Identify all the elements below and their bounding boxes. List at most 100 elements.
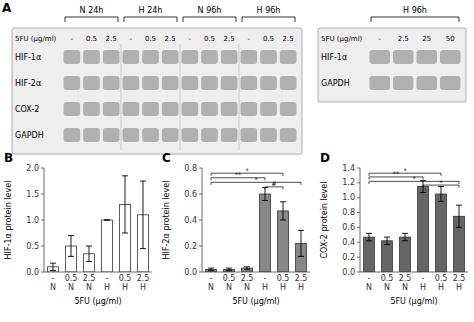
bar — [400, 237, 411, 272]
y-tick-label: 1.0 — [26, 216, 39, 225]
concentration-title: 5FU (μg/ml) — [15, 35, 57, 43]
blot-band — [123, 50, 140, 64]
x-tick-label: - — [52, 274, 55, 283]
y-tick-label: 0.8 — [342, 208, 355, 217]
blot-band — [142, 102, 159, 116]
blot-band — [241, 50, 258, 64]
x-tick-label: N — [402, 283, 408, 292]
group-label: N 24h — [80, 6, 104, 15]
blot-band — [417, 76, 438, 90]
x-tick-label: H — [298, 283, 304, 292]
y-tick-label: 2.0 — [26, 164, 39, 173]
blot-band — [221, 102, 238, 116]
blot-band — [280, 50, 297, 64]
blot-band — [182, 102, 199, 116]
blot-band — [182, 50, 199, 64]
blot-band — [83, 50, 100, 64]
x-tick-label: - — [210, 274, 213, 283]
significance-label: * — [254, 176, 258, 184]
x-tick-label: H — [438, 283, 444, 292]
x-axis — [44, 272, 152, 273]
blot-band — [280, 76, 297, 90]
group-bracket — [124, 17, 177, 22]
x-tick-label: N — [68, 283, 74, 292]
y-tick — [41, 168, 44, 169]
y-tick — [41, 194, 44, 195]
concentration-title: 5FU (μg/ml) — [321, 35, 363, 43]
y-axis-label: HIF-1α protein level — [4, 181, 13, 260]
group-label: H 96h — [257, 6, 281, 15]
bar-panel: B0.00.51.01.52.0HIF-1α protein level-N0.… — [4, 151, 152, 306]
blot-background — [318, 28, 466, 102]
blot-band — [393, 76, 414, 90]
x-axis-label: 5FU (μg/ml) — [74, 297, 121, 306]
plot-area — [48, 176, 149, 272]
y-tick — [357, 227, 360, 228]
blot-band — [260, 102, 277, 116]
row-label: HIF-2α — [15, 79, 41, 88]
blot-band — [162, 50, 179, 64]
y-tick — [199, 168, 202, 169]
blot-band — [241, 102, 258, 116]
blot-band — [162, 76, 179, 90]
y-tick — [357, 272, 360, 273]
x-tick-label: H — [420, 283, 426, 292]
y-tick — [41, 272, 44, 273]
error-bar — [226, 268, 232, 271]
y-tick — [357, 242, 360, 243]
bar — [364, 237, 375, 272]
blot-band — [201, 102, 218, 116]
x-tick-label: - — [106, 274, 109, 283]
x-tick-label: N — [208, 283, 214, 292]
bar-panel: D0.00.20.40.60.81.01.21.4COX-2 protein l… — [320, 151, 468, 306]
x-tick-label: 2.5 — [241, 274, 254, 283]
panel-label: D — [320, 151, 330, 165]
y-tick-label: 0.2 — [342, 253, 355, 262]
lane-divider — [239, 44, 240, 150]
y-tick — [199, 272, 202, 273]
concentration-label: 2.5 — [165, 35, 176, 43]
x-tick-label: 0.5 — [223, 274, 236, 283]
group-bracket — [242, 17, 295, 22]
y-axis — [360, 168, 361, 272]
blot-band — [393, 50, 414, 64]
blot-band — [182, 128, 199, 142]
y-tick — [357, 182, 360, 183]
blot-band — [123, 76, 140, 90]
y-tick-label: 1.4 — [342, 164, 355, 173]
blot-band — [417, 50, 438, 64]
x-tick-label: - — [368, 274, 371, 283]
x-tick-label: N — [244, 283, 250, 292]
lane-divider — [121, 44, 122, 150]
x-tick-label: N — [366, 283, 372, 292]
blot-band — [162, 102, 179, 116]
blot-band — [103, 102, 120, 116]
bar — [382, 241, 393, 272]
y-tick — [199, 194, 202, 195]
blot-band — [260, 76, 277, 90]
error-bar — [68, 236, 74, 257]
blot-band — [221, 128, 238, 142]
significance-label: * — [439, 179, 443, 187]
significance-label: * — [245, 167, 249, 175]
blot-band — [280, 128, 297, 142]
y-axis-label: HIF-2α protein level — [162, 181, 171, 260]
error-bar — [384, 237, 390, 244]
plot-area — [206, 188, 307, 273]
blot-band — [201, 76, 218, 90]
blot-band — [64, 128, 81, 142]
row-label: HIF-1α — [15, 53, 41, 62]
y-tick-label: 1.2 — [342, 178, 355, 187]
blot-band — [182, 76, 199, 90]
blot-band — [370, 76, 391, 90]
x-tick-label: H — [140, 283, 146, 292]
x-tick-label: H — [104, 283, 110, 292]
y-tick — [41, 220, 44, 221]
concentration-label: - — [189, 35, 192, 43]
blot-band — [103, 76, 120, 90]
y-tick — [357, 212, 360, 213]
error-bar — [122, 176, 128, 233]
y-tick-label: 0.5 — [26, 242, 39, 251]
x-tick-label: H — [456, 283, 462, 292]
blot-band — [241, 76, 258, 90]
